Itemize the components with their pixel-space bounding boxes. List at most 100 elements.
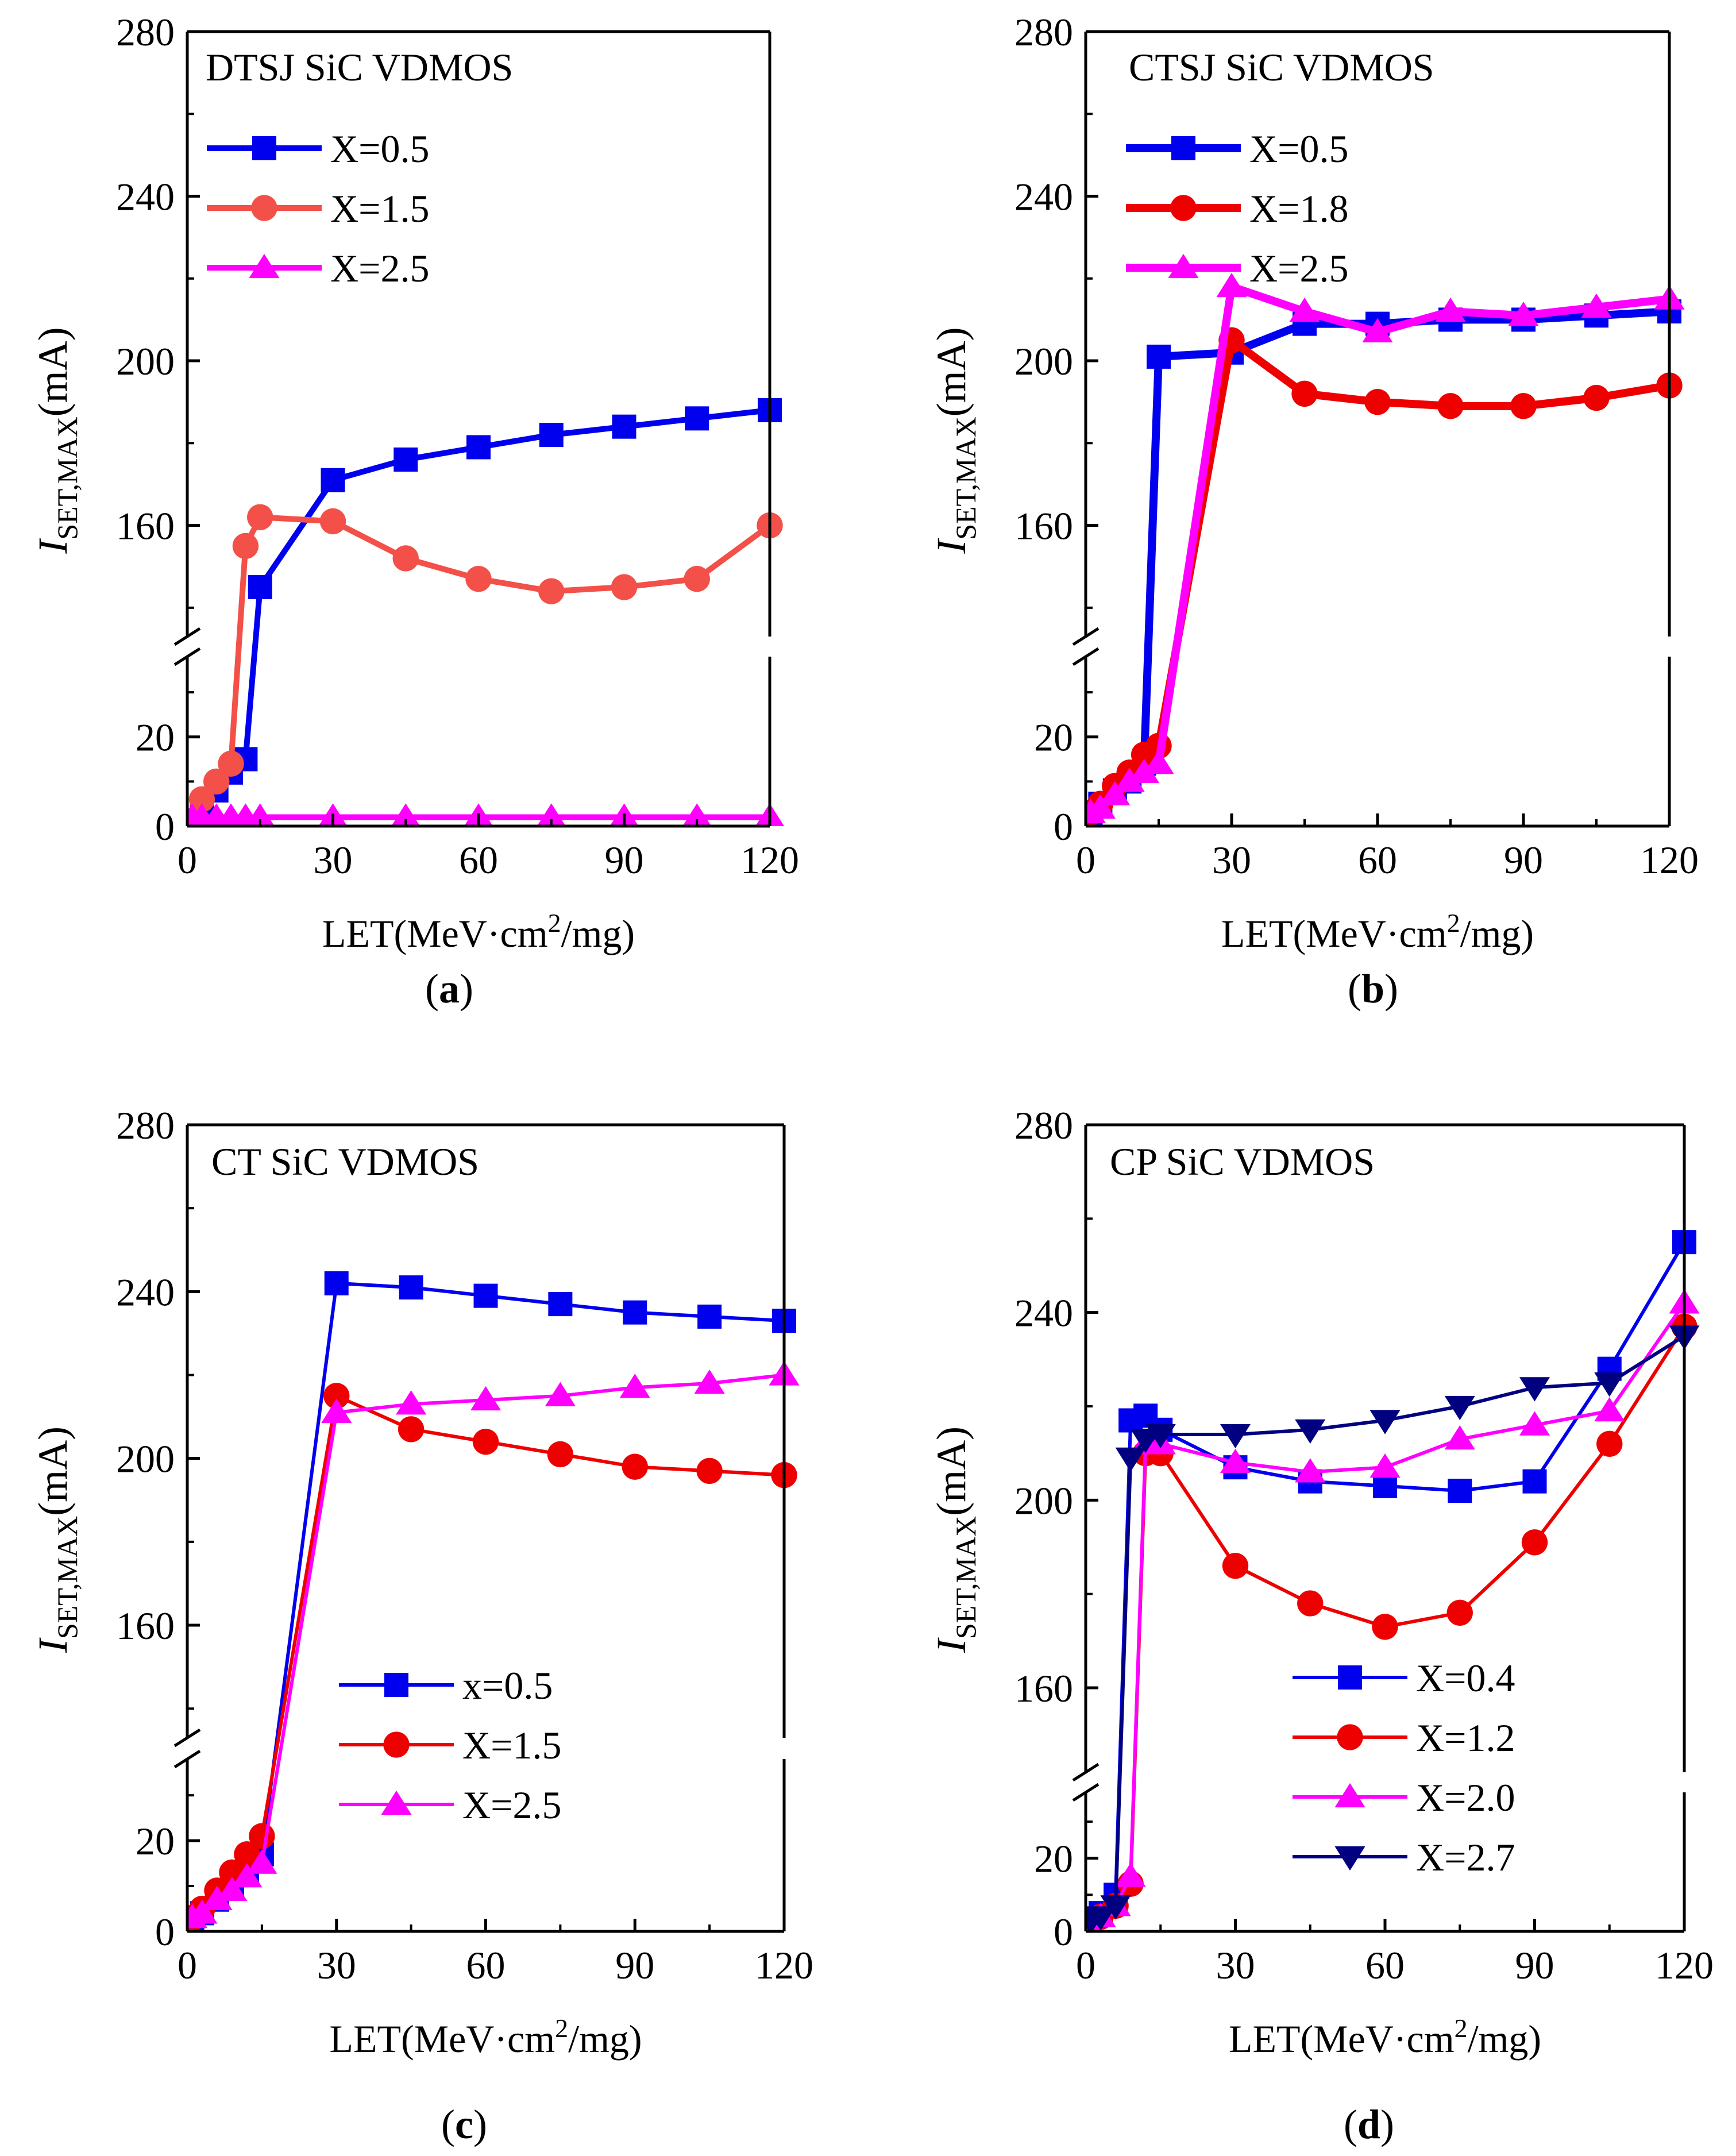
data-point-2-3 <box>217 1876 248 1902</box>
series-group <box>1086 1230 1700 1931</box>
data-point-0-4 <box>248 575 272 600</box>
data-point-2-2 <box>202 1885 233 1910</box>
caption-paren: ) <box>473 2101 487 2147</box>
axis-break-gap-right <box>1671 1773 1698 1791</box>
data-point-2-8 <box>470 1386 501 1411</box>
data-point-2-9 <box>537 803 566 826</box>
caption-paren: ) <box>460 966 473 1012</box>
y-tick-label-5: 280 <box>116 1104 175 1147</box>
data-point-0-5 <box>1147 344 1171 369</box>
data-point-2-4 <box>232 1863 263 1888</box>
axis-break-gap-left <box>1072 1773 1100 1791</box>
caption-paren: ) <box>1384 966 1398 1012</box>
data-point-1-5 <box>319 508 346 535</box>
y-axis-label-sub: SET,MAX <box>950 416 982 539</box>
y-axis-label-symbol: I <box>928 538 974 554</box>
data-point-1-8 <box>1372 1614 1398 1640</box>
series-line-1 <box>199 514 771 801</box>
caption-letter: b <box>1361 966 1384 1012</box>
data-point-3-1 <box>1086 1906 1116 1931</box>
legend-label-1: X=1.2 <box>1416 1716 1515 1760</box>
data-point-1-8 <box>538 578 565 604</box>
caption-paren: ( <box>441 2101 455 2147</box>
data-point-1-3 <box>232 533 259 560</box>
data-point-0-8 <box>539 423 564 447</box>
series-group <box>187 398 784 826</box>
series-line-2 <box>1089 283 1670 817</box>
axis-break-slash-0 <box>173 1728 201 1748</box>
x-tick-label-3: 90 <box>1504 838 1543 882</box>
data-point-1-9 <box>547 1441 574 1468</box>
data-point-1-6 <box>1222 1552 1249 1579</box>
legend-label-3: X=2.7 <box>1416 1835 1515 1879</box>
y-tick-label-4: 240 <box>1014 175 1073 219</box>
y-axis-label-unit: (mA) <box>30 327 76 416</box>
data-point-2-6 <box>1220 1448 1251 1474</box>
legend-label-0: X=0.4 <box>1416 1656 1515 1700</box>
data-point-1-0 <box>188 786 215 813</box>
data-point-3-7 <box>1295 1419 1326 1444</box>
x-axis-label-part: /mg) <box>1468 2017 1541 2061</box>
series-line-2 <box>1089 1302 1686 1926</box>
x-tick-label-0: 0 <box>1076 838 1095 882</box>
data-point-2-10 <box>619 1374 650 1398</box>
legend-marker-3 <box>1334 1846 1365 1871</box>
y-tick-label-2: 160 <box>1014 1667 1073 1710</box>
legend-label-2: X=2.5 <box>462 1783 561 1827</box>
data-point-3-9 <box>1444 1395 1475 1421</box>
y-axis-label-unit: (mA) <box>928 1426 974 1516</box>
legend-marker-1 <box>1170 195 1197 221</box>
x-axis-label-part: LET(MeV·cm <box>322 912 548 955</box>
data-point-2-5 <box>1143 750 1174 774</box>
y-axis-label-unit: (mA) <box>30 1426 76 1516</box>
plot-title: CT SiC VDMOS <box>211 1140 479 1183</box>
data-point-2-11 <box>694 1369 725 1394</box>
plot-title: DTSJ SiC VDMOS <box>206 45 513 89</box>
data-point-1-1 <box>203 768 230 795</box>
plot-title: CP SiC VDMOS <box>1110 1140 1375 1183</box>
x-axis-label-part: LET(MeV·cm <box>1229 2017 1455 2061</box>
data-point-2-7 <box>1289 297 1320 322</box>
plot-title: CTSJ SiC VDMOS <box>1129 45 1434 89</box>
series-line-0 <box>1087 307 1670 816</box>
x-tick-label-2: 60 <box>1365 1943 1405 1987</box>
x-tick-label-1: 30 <box>314 838 353 882</box>
x-axis-label-part: /mg) <box>568 2017 642 2061</box>
data-point-0-9 <box>612 414 636 439</box>
data-point-1-9 <box>611 574 638 600</box>
legend-marker-1 <box>251 195 277 221</box>
y-tick-label-1: 20 <box>136 1819 175 1863</box>
data-point-2-6 <box>321 1398 352 1423</box>
x-axis-label: LET(MeV·cm2/mg) <box>1229 2014 1541 2061</box>
axis-break-gap-right <box>1656 638 1683 655</box>
data-point-2-10 <box>1519 1411 1550 1436</box>
panel-c: 0 30 60 90 120 0 20 160 200 240 280 CT SiC VDMOS x=0… <box>30 1104 813 2147</box>
data-point-2-2 <box>1100 781 1131 805</box>
y-axis-label-sub: SET,MAX <box>950 1516 982 1639</box>
legend-marker-1 <box>1337 1724 1363 1750</box>
data-point-1-11 <box>696 1457 723 1484</box>
x-axis-label-part: LET(MeV·cm <box>329 2017 555 2061</box>
series-line-2 <box>191 1373 785 1920</box>
y-tick-label-5: 280 <box>1014 10 1073 54</box>
data-point-1-7 <box>465 566 492 592</box>
data-point-2-8 <box>1362 318 1393 343</box>
panel-caption: (b) <box>1348 966 1398 1012</box>
y-tick-label-3: 200 <box>116 1437 175 1481</box>
y-tick-label-2: 160 <box>116 1604 175 1648</box>
y-tick-label-2: 160 <box>116 504 175 548</box>
y-tick-label-5: 280 <box>116 10 175 54</box>
x-tick-label-4: 120 <box>755 1943 813 1987</box>
x-axis-label-sup: 2 <box>1447 908 1460 938</box>
x-axis-label-sup: 2 <box>548 908 561 938</box>
data-point-2-5 <box>246 1849 277 1874</box>
data-point-3-8 <box>1369 1410 1401 1434</box>
x-tick-label-0: 0 <box>178 838 197 882</box>
x-tick-label-3: 90 <box>1515 1943 1554 1987</box>
axis-break-slash-1 <box>173 1749 201 1769</box>
axis-break-slash-0 <box>173 627 201 646</box>
y-tick-label-1: 20 <box>1034 716 1073 759</box>
legend-label-2: X=2.5 <box>330 246 429 290</box>
x-axis-label: LET(MeV·cm2/mg) <box>322 908 635 955</box>
data-point-1-11 <box>1596 1430 1623 1457</box>
